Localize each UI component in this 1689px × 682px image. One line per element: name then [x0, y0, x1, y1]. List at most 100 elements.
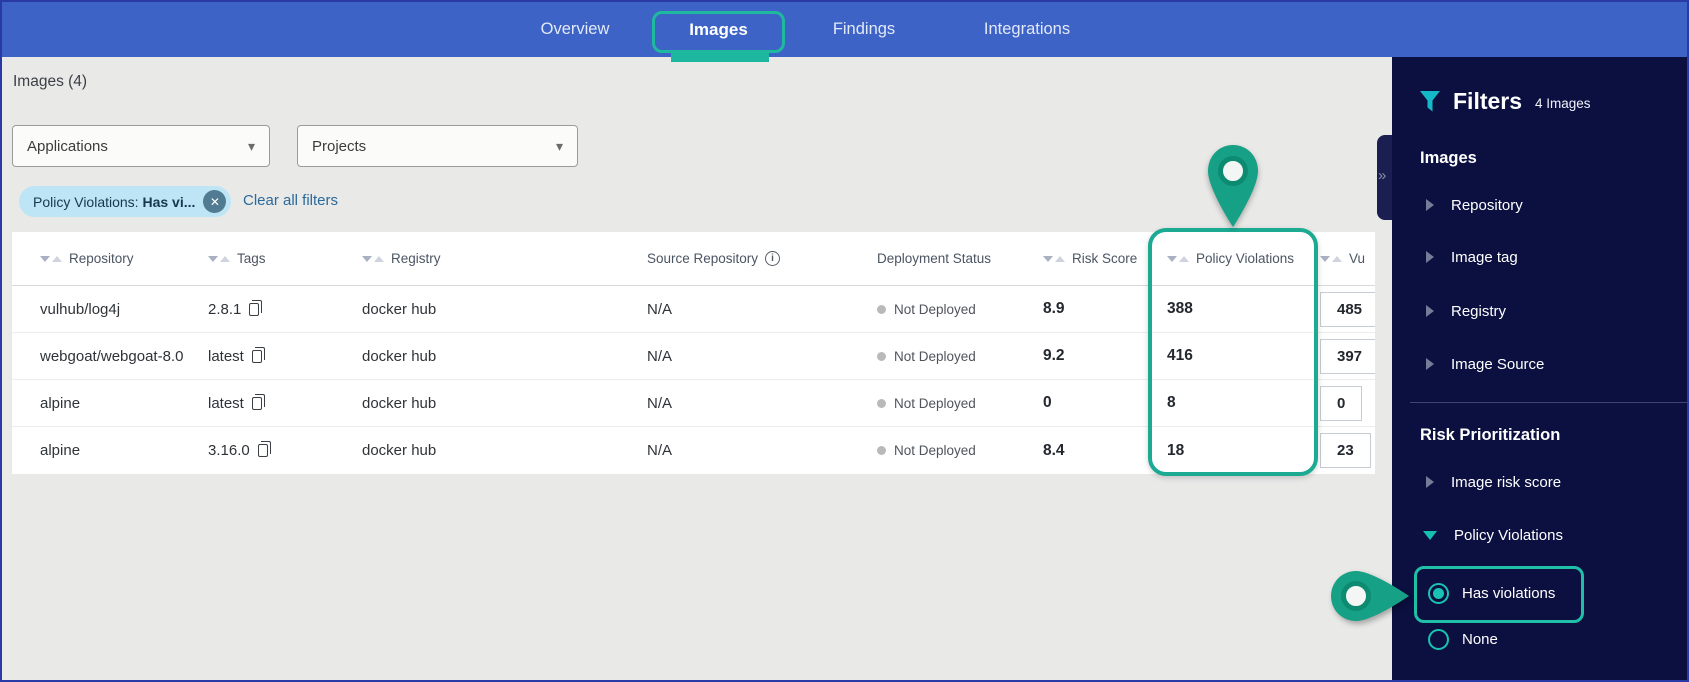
filters-sidebar: » Filters 4 Images Images Repository Ima… [1331, 57, 1687, 680]
vulnerability-count-badge: 0 [1320, 385, 1363, 421]
chevron-down-icon: ▾ [247, 137, 255, 154]
column-header-repository[interactable]: Repository [12, 251, 196, 266]
vulnerability-count-badge: 397 [1320, 338, 1375, 374]
cell-risk-score: 0 [1043, 394, 1052, 411]
sort-icon[interactable] [40, 255, 62, 262]
column-header-source-repository: Source Repository i [635, 251, 865, 266]
sort-icon[interactable] [362, 255, 384, 262]
cell-source-repository: N/A [647, 442, 673, 459]
chevron-down-icon: ▾ [555, 137, 563, 154]
cell-risk-score: 8.4 [1043, 441, 1065, 459]
cell-deployment-status: Not Deployed [865, 443, 1031, 458]
top-nav: Overview Images Findings Integrations [2, 2, 1687, 62]
page-title: Images (4) [13, 73, 88, 90]
column-header-tags[interactable]: Tags [196, 251, 350, 266]
table-row[interactable]: alpine latest docker hub N/A Not Deploye… [12, 380, 1375, 427]
copy-icon[interactable] [257, 441, 271, 457]
copy-icon[interactable] [251, 346, 265, 363]
cell-tag: latest [196, 346, 350, 365]
cell-vulnerabilities: 0 [1308, 385, 1375, 421]
projects-dropdown-label: Projects [312, 137, 367, 155]
active-tab-indicator [671, 53, 769, 62]
cell-deployment-status: Not Deployed [865, 349, 1031, 364]
radio-unselected-icon[interactable] [1428, 629, 1449, 650]
sort-icon[interactable] [208, 255, 230, 262]
chevron-right-icon [1426, 251, 1434, 263]
table-row[interactable]: alpine 3.16.0 docker hub N/A Not Deploye… [12, 427, 1375, 474]
sidebar-item-registry[interactable]: Registry [1426, 300, 1506, 322]
cell-source-repository: N/A [647, 394, 673, 412]
table-row[interactable]: vulhub/log4j 2.8.1 docker hub N/A Not De… [12, 286, 1375, 333]
table-row[interactable]: webgoat/webgoat-8.0 latest docker hub N/… [12, 333, 1375, 380]
nav-tab-images[interactable]: Images [689, 19, 748, 39]
cell-source-repository: N/A [647, 300, 673, 318]
sidebar-item-policy-violations[interactable]: Policy Violations [1423, 524, 1563, 546]
copy-icon[interactable] [251, 393, 265, 410]
cell-registry: docker hub [362, 300, 437, 318]
radio-selected-icon[interactable] [1428, 583, 1449, 604]
nav-tab-overview[interactable]: Overview [540, 20, 610, 38]
cell-vulnerabilities: 485 [1308, 291, 1375, 327]
radio-option-has-violations[interactable]: Has violations [1428, 583, 1555, 604]
column-header-risk-score[interactable]: Risk Score [1031, 251, 1155, 266]
applications-dropdown-label: Applications [27, 137, 108, 155]
section-heading-risk-prioritization: Risk Prioritization [1420, 426, 1561, 444]
sort-icon[interactable] [1043, 255, 1065, 262]
column-header-vulnerabilities[interactable]: Vu [1308, 251, 1375, 266]
sidebar-collapse-tab[interactable]: » [1377, 135, 1392, 220]
cell-vulnerabilities: 397 [1308, 338, 1375, 374]
nav-tab-integrations[interactable]: Integrations [983, 20, 1071, 38]
filter-chip-policy-violations: Policy Violations: Has vi... ✕ [19, 186, 232, 217]
nav-tab-findings[interactable]: Findings [832, 20, 896, 38]
chevron-double-right-icon: » [1378, 167, 1387, 184]
cell-repository: alpine [40, 394, 81, 412]
cell-policy-violations: 18 [1167, 441, 1185, 459]
cell-vulnerabilities: 23 [1308, 433, 1375, 468]
cell-registry: docker hub [362, 347, 437, 365]
filters-title: Filters [1453, 88, 1523, 114]
chevron-right-icon [1426, 476, 1434, 488]
filter-chip-label: Policy Violations: Has vi... [33, 193, 196, 210]
cell-registry: docker hub [362, 394, 437, 412]
cell-tag: 3.16.0 [196, 441, 350, 459]
column-header-registry[interactable]: Registry [350, 251, 635, 266]
column-header-policy-violations[interactable]: Policy Violations [1155, 251, 1308, 266]
vulnerability-count-badge: 23 [1320, 433, 1371, 468]
status-dot-icon [877, 446, 886, 455]
chevron-down-icon [1423, 530, 1437, 540]
copy-icon[interactable] [249, 299, 263, 316]
vulnerability-count-badge: 485 [1320, 291, 1375, 327]
sidebar-item-image-source[interactable]: Image Source [1426, 353, 1544, 375]
cell-repository: alpine [40, 442, 81, 459]
filters-image-count: 4 Images [1535, 96, 1591, 111]
sort-icon[interactable] [1320, 255, 1342, 262]
chevron-right-icon [1426, 305, 1434, 317]
sidebar-divider [1410, 402, 1687, 403]
sidebar-item-image-risk-score[interactable]: Image risk score [1426, 471, 1561, 493]
cell-risk-score: 8.9 [1043, 300, 1065, 317]
projects-dropdown[interactable]: Projects ▾ [297, 125, 578, 167]
cell-tag: latest [196, 393, 350, 412]
status-dot-icon [877, 398, 886, 408]
chevron-right-icon [1426, 199, 1434, 211]
cell-registry: docker hub [362, 442, 437, 459]
applications-dropdown[interactable]: Applications ▾ [12, 125, 270, 167]
sidebar-item-repository[interactable]: Repository [1426, 194, 1523, 216]
cell-source-repository: N/A [647, 347, 673, 365]
sidebar-item-image-tag[interactable]: Image tag [1426, 246, 1518, 268]
status-dot-icon [877, 351, 886, 361]
filters-header: Filters 4 Images [1420, 90, 1591, 113]
section-heading-images: Images [1420, 149, 1477, 167]
cell-policy-violations: 8 [1167, 394, 1176, 411]
status-dot-icon [877, 304, 886, 314]
sort-icon[interactable] [1167, 255, 1189, 262]
main-content: Images (4) Applications ▾ Projects ▾ Pol… [2, 57, 1392, 680]
radio-option-none[interactable]: None [1428, 629, 1498, 650]
cell-repository: webgoat/webgoat-8.0 [40, 347, 184, 365]
cell-policy-violations: 388 [1167, 300, 1193, 317]
chip-close-icon[interactable]: ✕ [203, 190, 227, 213]
clear-all-filters-link[interactable]: Clear all filters [243, 192, 339, 209]
filter-funnel-icon [1420, 91, 1440, 112]
info-icon[interactable]: i [765, 251, 781, 266]
column-header-deployment-status: Deployment Status [877, 251, 992, 266]
